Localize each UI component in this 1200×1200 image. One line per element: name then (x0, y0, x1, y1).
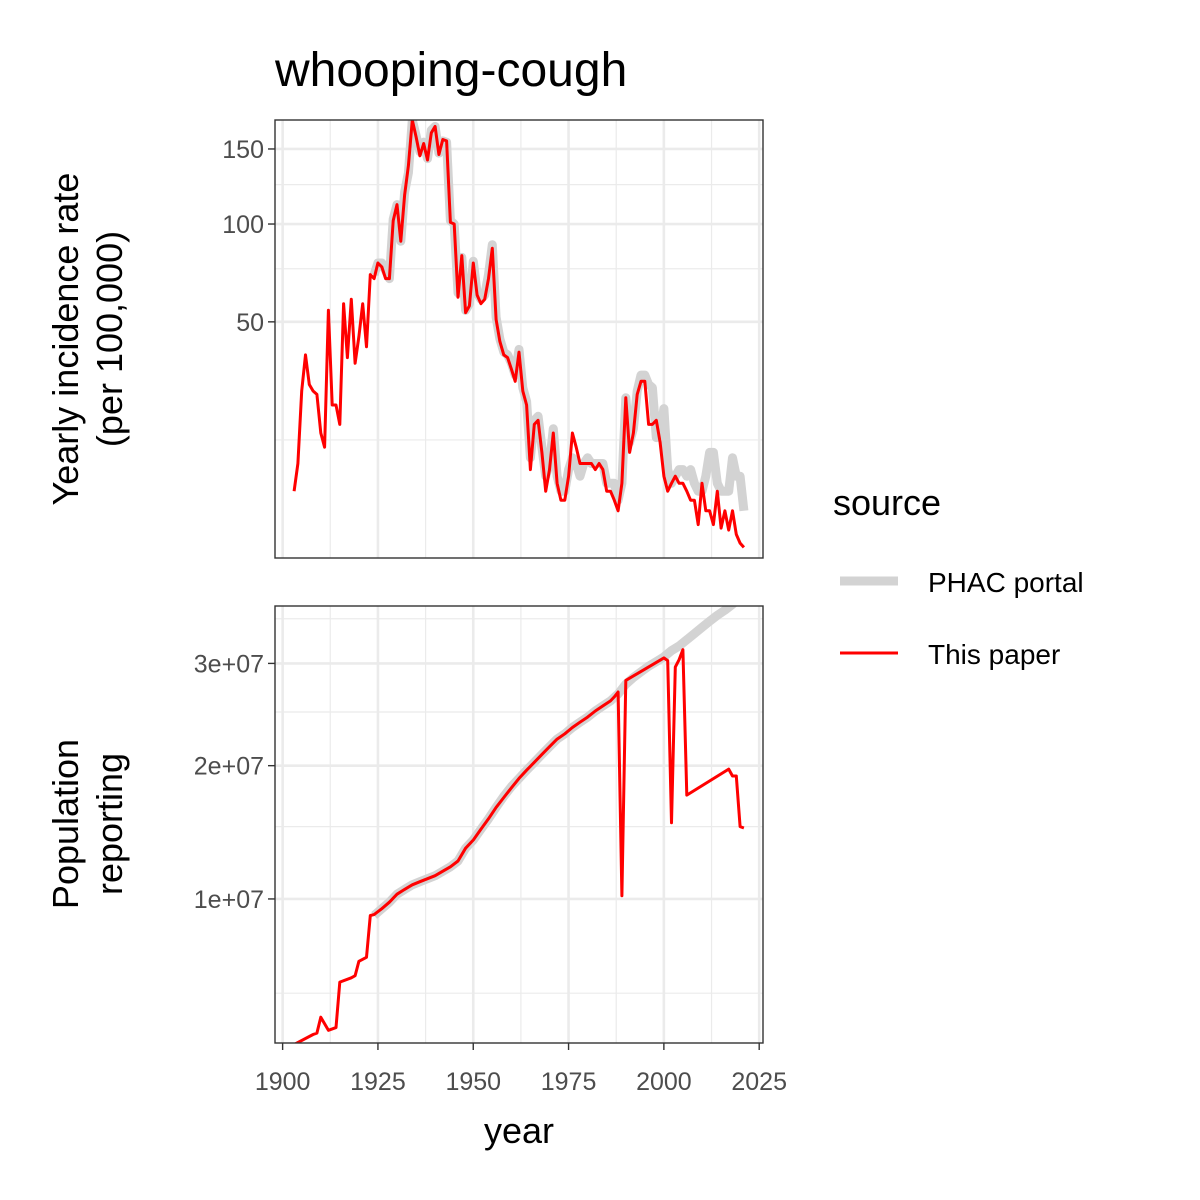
y-tick-label: 1e+07 (194, 886, 264, 914)
panel-incidence-y-axis: 50 100 150 (222, 136, 275, 337)
x-axis-title: year (484, 1110, 554, 1151)
panel-population-border (274, 605, 764, 1044)
panel-incidence-border (274, 119, 764, 559)
population-y-axis-title-line-1: Population (45, 739, 86, 909)
x-tick-label: 1975 (541, 1068, 597, 1096)
chart-title: whooping-cough (274, 44, 627, 97)
x-tick-label: 1900 (255, 1068, 311, 1096)
x-axis: 1900 1925 1950 1975 2000 2025 (255, 1043, 787, 1096)
incidence-y-axis-title-line-2: (per 100,000) (89, 231, 130, 447)
legend: source PHAC portal This paper (833, 482, 1084, 670)
panel-incidence-series (292, 120, 749, 549)
legend-label-phac-portal: PHAC portal (928, 567, 1084, 598)
panel-population-y-axis: 1e+07 2e+07 3e+07 (194, 650, 275, 914)
legend-label-this-paper: This paper (928, 639, 1060, 670)
y-tick-label: 150 (222, 136, 264, 164)
series-line-this-paper-incidence (292, 120, 746, 549)
incidence-y-axis-title-line-1: Yearly incidence rate (45, 173, 86, 506)
y-tick-label: 3e+07 (194, 650, 264, 678)
y-tick-label: 2e+07 (194, 753, 264, 781)
legend-title: source (833, 482, 941, 523)
panel-incidence-grid (275, 120, 763, 558)
x-tick-label: 1925 (350, 1068, 406, 1096)
population-y-axis-title-line-2: reporting (89, 753, 130, 895)
panel-incidence-background (275, 120, 763, 558)
x-tick-label: 2025 (731, 1068, 787, 1096)
panel-population-grid (275, 606, 763, 1043)
panel-population-series (293, 606, 745, 1043)
x-tick-label: 1950 (445, 1068, 501, 1096)
panel-population: 1e+07 2e+07 3e+07 Population reporting (45, 605, 764, 1044)
series-line-this-paper-population (293, 648, 745, 1043)
panel-incidence: 50 100 150 Yearly incidence rate (per 100,… (45, 119, 764, 559)
x-tick-label: 2000 (636, 1068, 692, 1096)
y-tick-label: 100 (222, 211, 264, 239)
y-tick-label: 50 (236, 309, 264, 337)
